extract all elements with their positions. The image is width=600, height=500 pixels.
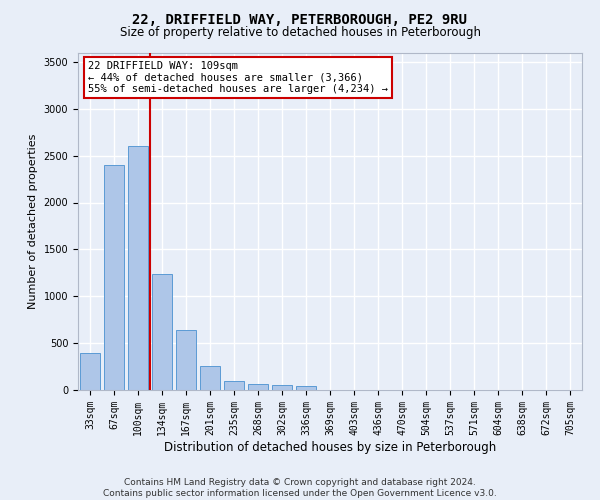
Text: Contains HM Land Registry data © Crown copyright and database right 2024.
Contai: Contains HM Land Registry data © Crown c…: [103, 478, 497, 498]
Bar: [272, 385, 292, 390]
Bar: [248, 384, 268, 390]
Text: Size of property relative to detached houses in Peterborough: Size of property relative to detached ho…: [119, 26, 481, 39]
Bar: [128, 146, 148, 390]
Bar: [176, 330, 196, 390]
Bar: [152, 274, 172, 390]
Bar: [104, 165, 124, 390]
Bar: [224, 381, 244, 390]
Y-axis label: Number of detached properties: Number of detached properties: [28, 134, 38, 309]
Bar: [200, 366, 220, 390]
Text: 22, DRIFFIELD WAY, PETERBOROUGH, PE2 9RU: 22, DRIFFIELD WAY, PETERBOROUGH, PE2 9RU: [133, 12, 467, 26]
Bar: [80, 354, 100, 390]
Text: 22 DRIFFIELD WAY: 109sqm
← 44% of detached houses are smaller (3,366)
55% of sem: 22 DRIFFIELD WAY: 109sqm ← 44% of detach…: [88, 61, 388, 94]
X-axis label: Distribution of detached houses by size in Peterborough: Distribution of detached houses by size …: [164, 440, 496, 454]
Bar: [296, 386, 316, 390]
